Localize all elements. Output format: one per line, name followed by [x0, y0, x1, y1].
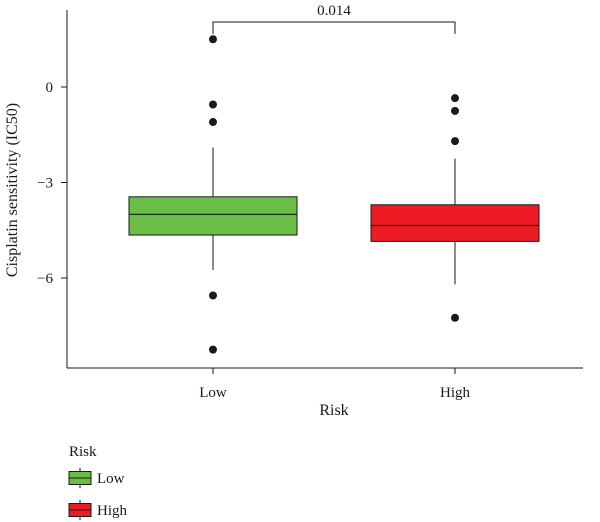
significance-annotation: 0.014	[212, 3, 456, 34]
y-axis-ticks: 0 −3 −6	[37, 80, 67, 287]
outlier-point	[451, 106, 459, 115]
y-tick-label: 0	[46, 80, 54, 96]
outlier-point	[451, 313, 459, 322]
outlier-point	[209, 291, 217, 300]
outlier-point	[209, 118, 217, 127]
x-tick-label: Low	[199, 385, 227, 401]
plot-area: 0 −3 −6 Low High 0.014	[37, 3, 583, 401]
box-body	[370, 204, 540, 242]
x-tick-label: High	[440, 385, 471, 401]
legend-entry-low: Low	[68, 468, 125, 488]
outlier-point	[209, 100, 217, 109]
legend-entry-high: High	[68, 500, 128, 520]
y-tick-label: −3	[37, 176, 53, 192]
outlier-point	[451, 137, 459, 146]
legend-title: Risk	[69, 444, 97, 460]
box-high	[370, 94, 540, 322]
legend-entries: Low High	[68, 468, 128, 520]
outlier-point	[451, 94, 459, 103]
outlier-point	[209, 35, 217, 44]
outlier-point	[209, 345, 217, 354]
significance-bracket	[212, 21, 456, 34]
y-axis-title: Cisplatin sensitivity (IC50)	[4, 103, 21, 277]
legend-label: High	[97, 503, 128, 519]
x-axis-title: Risk	[319, 402, 348, 419]
legend-label: Low	[97, 471, 125, 487]
box-body	[128, 196, 298, 236]
box-low	[128, 35, 298, 354]
boxes	[128, 35, 540, 354]
legend: Risk Low High	[68, 444, 128, 520]
x-axis-ticks: Low High	[199, 368, 471, 401]
y-tick-label: −6	[37, 271, 53, 287]
p-value-label: 0.014	[317, 3, 351, 19]
